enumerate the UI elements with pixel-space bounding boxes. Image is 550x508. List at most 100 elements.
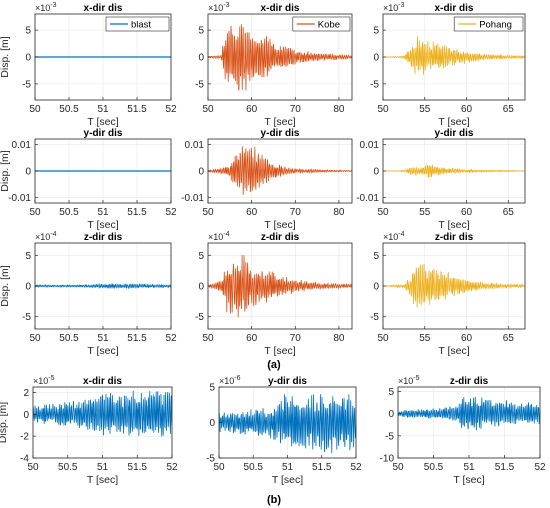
y-exponent-power: -4	[398, 231, 404, 238]
x-tick-label: 51.5	[495, 462, 515, 473]
y-tick-label: -10	[380, 454, 395, 465]
x-tick-label: 50	[377, 104, 389, 115]
series-line	[383, 163, 525, 178]
x-tick-label: 65	[503, 104, 515, 115]
y-exponent-label: ×10-5	[398, 375, 420, 386]
y-exponent-label: ×10-4	[383, 231, 405, 242]
x-tick-label: 70	[290, 104, 302, 115]
x-tick-label: 50	[213, 462, 225, 473]
chart-title: y-dir dis	[268, 376, 307, 387]
x-tick-label: 70	[290, 207, 302, 218]
series-line	[208, 24, 352, 91]
panel-a-label: (a)	[267, 359, 281, 371]
x-tick-label: 51.5	[128, 462, 148, 473]
x-tick-label: 50	[27, 462, 39, 473]
y-exponent-power: -5	[48, 375, 54, 382]
x-tick-label: 50	[202, 333, 214, 344]
x-tick-label: 60	[246, 104, 258, 115]
x-tick-label: 60	[246, 333, 258, 344]
x-tick-label: 50.5	[424, 462, 444, 473]
x-tick-label: 51.5	[312, 462, 332, 473]
series-line	[219, 394, 356, 454]
chart-title: x-dir dis	[83, 376, 122, 387]
y-exponent-power: -3	[223, 2, 229, 9]
x-tick-label: 50	[202, 207, 214, 218]
y-tick-label: 5	[209, 383, 215, 394]
y-exponent-label: ×10-6	[219, 375, 241, 386]
y-axis-label: Disp. [m]	[0, 402, 9, 444]
y-exponent-power: -3	[398, 2, 404, 9]
x-tick-label: 51	[97, 333, 109, 344]
x-axis-label: T [sec]	[87, 474, 118, 486]
y-tick-label: -5	[370, 79, 379, 90]
y-axis-label: Disp. [m]	[0, 150, 11, 192]
x-tick-label: 80	[333, 207, 345, 218]
x-tick-label: 50	[29, 333, 41, 344]
legend-label: Kobe	[318, 20, 340, 31]
y-exponent-label: ×10-4	[35, 231, 57, 242]
series-line	[208, 254, 352, 318]
y-tick-label: 5	[25, 26, 31, 37]
chart-a-kobe-x: 50 60 70 80 -5 0 5 ×10-3 x-dir dis T [sec] Kobe	[195, 2, 353, 128]
y-exponent-power: -4	[223, 231, 229, 238]
chart-title: y-dir dis	[84, 128, 123, 139]
x-tick-label: 52	[350, 462, 362, 473]
series-line	[208, 146, 352, 196]
series-line	[33, 390, 172, 437]
series-line	[35, 282, 171, 290]
x-tick-label: 51.5	[127, 104, 147, 115]
x-axis-label: T [sec]	[87, 116, 118, 128]
chart-a-kobe-z: 50 60 70 80 -5 0 5 ×10-4 z-dir dis T [sec]	[195, 231, 353, 357]
y-tick-label: 0	[198, 167, 204, 178]
y-tick-label: -5	[195, 79, 204, 90]
x-tick-label: 51	[97, 207, 109, 218]
y-tick-label: -0.01	[181, 193, 204, 204]
y-axis-label: Disp. [m]	[0, 36, 11, 78]
y-tick-label: 0	[198, 282, 204, 293]
x-tick-label: 50	[392, 462, 404, 473]
y-exponent-power: -4	[50, 231, 56, 238]
x-tick-label: 60	[461, 207, 473, 218]
x-tick-label: 60	[246, 207, 258, 218]
chart-a-blast-y: 50 50.5 51 51.5 52 -0.01 0 0.01 y-dir dis T [sec]…	[0, 128, 177, 231]
series-line	[383, 36, 525, 75]
x-axis-label: T [sec]	[272, 474, 303, 486]
chart-b-blast-x: 50 50.5 51 51.5 52 -4 -2 0 2 ×10-5 x-dir dis T [sec…	[0, 375, 178, 486]
x-axis-label: T [sec]	[438, 116, 469, 128]
x-tick-label: 51.5	[127, 207, 147, 218]
y-tick-label: 5	[198, 26, 204, 37]
chart-a-pohang-z: 50 55 60 65 -5 0 5 ×10-4 z-dir dis T [sec]	[370, 231, 526, 357]
x-tick-label: 51.5	[127, 333, 147, 344]
chart-title: x-dir dis	[261, 3, 300, 14]
y-tick-label: 0	[25, 167, 31, 178]
x-axis-label: T [sec]	[264, 116, 295, 128]
y-exponent-power: -6	[234, 375, 240, 382]
x-tick-label: 55	[419, 104, 431, 115]
y-tick-label: 0	[373, 167, 379, 178]
y-tick-label: -5	[385, 431, 394, 442]
x-tick-label: 50.5	[244, 462, 264, 473]
y-tick-label: -5	[195, 312, 204, 323]
y-exponent-power: -3	[50, 2, 56, 9]
chart-title: z-dir dis	[435, 232, 474, 243]
y-axis-label: Disp. [m]	[0, 265, 11, 307]
y-tick-label: 0	[209, 418, 215, 429]
y-tick-label: -5	[370, 312, 379, 323]
y-tick-label: -5	[206, 454, 215, 465]
x-axis-label: T [sec]	[87, 219, 118, 231]
x-tick-label: 80	[333, 333, 345, 344]
x-tick-label: 52	[165, 104, 177, 115]
x-tick-label: 51	[97, 104, 109, 115]
y-exponent-label: ×10-5	[33, 375, 55, 386]
y-tick-label: 2	[23, 388, 29, 399]
chart-title: z-dir dis	[261, 232, 300, 243]
y-tick-label: 5	[25, 251, 31, 262]
y-tick-label: -4	[20, 454, 29, 465]
x-tick-label: 52	[165, 207, 177, 218]
chart-title: y-dir dis	[435, 128, 474, 139]
y-tick-label: 0.01	[12, 140, 32, 151]
y-exponent-label: ×10-3	[35, 2, 57, 13]
x-axis-label: T [sec]	[264, 345, 295, 357]
chart-a-blast-x: 50 50.5 51 51.5 52 -5 0 5 ×10-3 x-dir dis T [sec] D…	[0, 2, 177, 128]
x-tick-label: 65	[503, 207, 515, 218]
